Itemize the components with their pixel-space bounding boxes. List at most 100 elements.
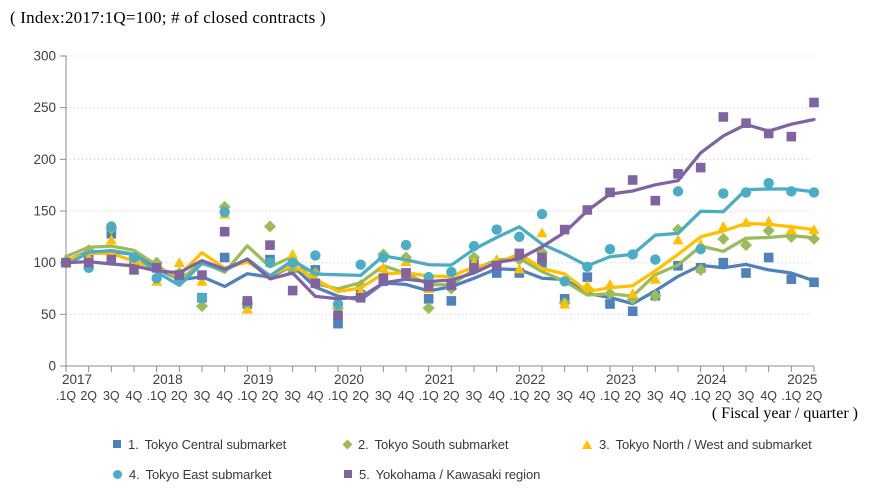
square-marker [605, 187, 615, 198]
x-quarter-label: .1Q [691, 389, 711, 403]
circle-marker [219, 206, 230, 218]
x-year-label: 2025 [787, 372, 817, 387]
y-tick-label: 150 [33, 204, 56, 219]
square-marker [741, 118, 751, 128]
circle-marker [106, 221, 117, 232]
trend-line-tokyo-east-submarket [64, 187, 816, 288]
circle-marker [740, 187, 752, 198]
legend-item-tokyo-north-west: 3. Tokyo North / West and submarket [582, 436, 812, 452]
triangle-marker [808, 224, 820, 235]
square-marker [197, 270, 207, 280]
circle-marker [672, 186, 684, 197]
x-quarter-label: .1Q [56, 389, 76, 403]
square-marker [605, 299, 615, 309]
square-marker [809, 277, 819, 288]
blue-square-marker-icon [113, 440, 121, 448]
legend-label: Tokyo East submarket [145, 466, 272, 482]
diamond-marker [422, 302, 435, 315]
square-marker [627, 175, 638, 185]
circle-marker [446, 266, 457, 278]
x-quarter-label: 4Q [760, 389, 777, 403]
square-marker [287, 285, 298, 296]
square-marker [650, 195, 661, 206]
circle-marker [786, 186, 797, 197]
square-marker [333, 318, 343, 329]
legend-item-tokyo-east: 4. Tokyo East submarket [113, 466, 272, 482]
x-year-label: 2024 [697, 372, 728, 387]
x-quarter-label: .1Q [600, 389, 620, 403]
square-marker [129, 265, 139, 275]
circle-marker [400, 239, 412, 251]
square-marker [423, 281, 434, 292]
x-quarter-label: .1Q [328, 389, 348, 403]
x-quarter-label: 2Q [443, 389, 460, 403]
square-marker [718, 112, 729, 122]
triangle-marker [513, 263, 525, 274]
circle-marker [287, 257, 298, 268]
square-marker [582, 272, 593, 282]
yellow-triangle-marker-icon [582, 439, 592, 449]
triangle-marker [105, 234, 117, 245]
x-quarter-label: 4Q [216, 389, 233, 403]
x-axis-caption: ( Fiscal year / quarter ) [711, 405, 858, 422]
circle-marker [536, 208, 548, 220]
legend-item-yokohama-kawasaki: 5. Yokohama / Kawasaki region [344, 466, 540, 482]
x-year-label: 2023 [606, 372, 636, 387]
circle-marker [468, 240, 480, 252]
square-marker [446, 280, 457, 291]
square-marker [695, 162, 706, 173]
x-quarter-label: .1Q [147, 389, 167, 403]
square-marker [219, 226, 230, 237]
x-quarter-label: 4Q [579, 389, 596, 403]
axes: 0 50 100 150 200 250 300 2017 .1Q 2Q 3Q 4Q 2018 .1Q 2Q… [33, 49, 822, 404]
x-quarter-label: 4Q [670, 389, 687, 403]
index-line-chart: 0 50 100 150 200 250 300 2017 .1Q 2Q 3Q 4Q 2018 .1Q 2Q… [33, 49, 822, 404]
square-marker [151, 263, 162, 273]
square-marker [83, 257, 94, 268]
square-marker [265, 240, 275, 250]
y-tick-label: 250 [33, 100, 56, 115]
circle-marker [808, 187, 820, 198]
x-quarter-label: 2Q [80, 389, 97, 403]
x-year-label: 2021 [425, 372, 455, 387]
triangle-marker [740, 216, 752, 227]
x-quarter-label: 2Q [624, 389, 641, 403]
x-quarter-label: .1Q [781, 389, 801, 403]
legend-item-tokyo-south: 2. Tokyo South submarket [342, 436, 509, 452]
triangle-marker [196, 275, 208, 286]
square-marker [786, 131, 797, 142]
x-year-label: 2019 [243, 372, 273, 387]
diamond-marker [808, 232, 820, 245]
triangle-marker [763, 215, 775, 226]
circle-marker [763, 177, 774, 189]
square-marker [401, 268, 411, 278]
square-marker [537, 252, 547, 263]
y-tick-label: 100 [33, 255, 56, 270]
legend-item-tokyo-central: 1. Tokyo Central submarket [113, 436, 286, 452]
diamond-marker [717, 232, 730, 245]
circle-marker [378, 252, 389, 263]
square-marker [627, 306, 638, 317]
x-quarter-label: 4Q [488, 389, 505, 403]
legend-label: Tokyo South submarket [374, 436, 509, 452]
square-marker [469, 263, 479, 273]
x-year-label: 2018 [153, 372, 183, 387]
legend-number: 1. [128, 436, 139, 452]
circle-marker [650, 254, 661, 265]
square-marker [763, 128, 774, 139]
triangle-marker [785, 224, 797, 235]
diamond-marker [649, 289, 662, 302]
triangle-marker [672, 234, 684, 245]
triangle-marker [627, 288, 639, 299]
circle-marker [514, 231, 525, 243]
trend-line-tokyo-south-submarket [64, 233, 816, 298]
diamond-marker [694, 263, 707, 276]
square-marker [174, 270, 185, 280]
triangle-marker [559, 298, 571, 309]
x-quarter-label: 2Q [171, 389, 188, 403]
x-quarter-label: 3Q [556, 389, 573, 403]
teal-circle-marker-icon [113, 469, 122, 479]
legend-number: 2. [358, 436, 369, 452]
x-quarter-label: 3Q [375, 389, 392, 403]
